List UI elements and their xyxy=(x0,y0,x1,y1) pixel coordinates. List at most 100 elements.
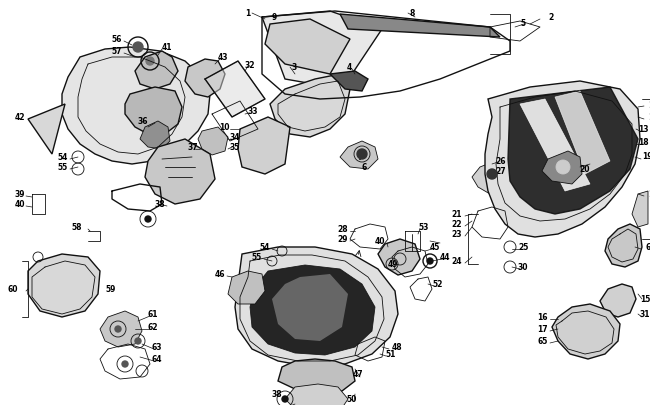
Polygon shape xyxy=(378,239,420,275)
Text: 6: 6 xyxy=(362,163,367,172)
Circle shape xyxy=(487,170,497,179)
Polygon shape xyxy=(542,151,582,185)
Text: 26: 26 xyxy=(495,157,506,166)
Text: 63: 63 xyxy=(152,343,162,352)
Polygon shape xyxy=(228,271,265,304)
Text: 57: 57 xyxy=(112,47,122,56)
Text: 16: 16 xyxy=(538,313,548,322)
Text: 64: 64 xyxy=(152,355,162,364)
Text: 13: 13 xyxy=(638,125,649,134)
Text: 2: 2 xyxy=(548,13,553,22)
Circle shape xyxy=(282,396,288,402)
Circle shape xyxy=(556,161,570,175)
Text: 7: 7 xyxy=(358,153,363,162)
Text: 20: 20 xyxy=(580,165,590,174)
Polygon shape xyxy=(140,122,170,149)
Polygon shape xyxy=(272,274,348,341)
Text: 41: 41 xyxy=(162,43,172,52)
Text: 10: 10 xyxy=(220,123,230,132)
Text: 28: 28 xyxy=(337,225,348,234)
Circle shape xyxy=(133,43,143,53)
Polygon shape xyxy=(485,82,640,237)
Text: 55: 55 xyxy=(58,163,68,172)
Text: 5: 5 xyxy=(520,19,525,28)
Polygon shape xyxy=(135,52,178,90)
Circle shape xyxy=(357,149,367,160)
Polygon shape xyxy=(600,284,636,317)
Text: 12: 12 xyxy=(648,113,650,122)
Text: 17: 17 xyxy=(538,325,548,334)
Text: 3: 3 xyxy=(292,63,297,72)
Circle shape xyxy=(115,326,121,332)
Polygon shape xyxy=(472,162,512,194)
Text: 46: 46 xyxy=(214,270,225,279)
Text: 37: 37 xyxy=(187,143,198,152)
Text: 27: 27 xyxy=(495,167,506,176)
Text: 11: 11 xyxy=(648,100,650,109)
Text: 14: 14 xyxy=(648,190,650,199)
Polygon shape xyxy=(262,12,382,90)
Polygon shape xyxy=(62,48,210,164)
Text: 35: 35 xyxy=(230,143,240,152)
Polygon shape xyxy=(552,304,620,359)
Text: 23: 23 xyxy=(452,230,462,239)
Polygon shape xyxy=(278,359,355,394)
Text: 44: 44 xyxy=(440,253,450,262)
Text: 29: 29 xyxy=(337,235,348,244)
Text: 56: 56 xyxy=(112,35,122,45)
Text: 60: 60 xyxy=(8,285,18,294)
Text: 43: 43 xyxy=(218,53,229,62)
Text: 18: 18 xyxy=(638,138,649,147)
Text: 58: 58 xyxy=(72,223,82,232)
Polygon shape xyxy=(285,384,348,405)
Text: 40: 40 xyxy=(374,237,385,246)
Polygon shape xyxy=(250,265,375,355)
Text: 59: 59 xyxy=(105,285,116,294)
Text: 33: 33 xyxy=(248,107,259,116)
Polygon shape xyxy=(235,247,398,367)
Polygon shape xyxy=(145,140,215,205)
Polygon shape xyxy=(520,100,590,192)
Polygon shape xyxy=(28,254,100,317)
Text: 49: 49 xyxy=(387,260,398,269)
Circle shape xyxy=(135,338,141,344)
Text: 65: 65 xyxy=(538,337,548,345)
Text: 52: 52 xyxy=(432,280,443,289)
Text: 36: 36 xyxy=(138,117,148,126)
Text: 34: 34 xyxy=(230,133,240,142)
Text: 62: 62 xyxy=(148,323,159,332)
Text: 38: 38 xyxy=(272,390,282,399)
Text: 15: 15 xyxy=(640,295,650,304)
Polygon shape xyxy=(238,118,290,175)
Text: 21: 21 xyxy=(452,210,462,219)
Polygon shape xyxy=(340,142,378,170)
Text: 50: 50 xyxy=(347,394,358,403)
Polygon shape xyxy=(605,224,642,267)
Text: 42: 42 xyxy=(14,113,25,122)
Text: 1: 1 xyxy=(245,9,250,17)
Text: 40: 40 xyxy=(14,200,25,209)
Polygon shape xyxy=(508,88,638,215)
Text: 31: 31 xyxy=(640,310,650,319)
Text: 61: 61 xyxy=(148,310,159,319)
Text: 30: 30 xyxy=(518,263,528,272)
Polygon shape xyxy=(632,192,648,228)
Circle shape xyxy=(122,361,128,367)
Text: 38: 38 xyxy=(155,200,165,209)
Polygon shape xyxy=(340,15,500,38)
Text: 32: 32 xyxy=(245,60,255,69)
Text: 19: 19 xyxy=(642,152,650,161)
Text: 24: 24 xyxy=(452,257,462,266)
Text: 54: 54 xyxy=(259,243,270,252)
Circle shape xyxy=(145,216,151,222)
Text: 53: 53 xyxy=(418,223,428,232)
Text: 8: 8 xyxy=(410,9,415,17)
Polygon shape xyxy=(330,72,368,92)
Polygon shape xyxy=(265,20,350,75)
Polygon shape xyxy=(198,128,228,156)
Polygon shape xyxy=(125,88,182,135)
Text: 51: 51 xyxy=(385,350,395,358)
Text: 54: 54 xyxy=(58,153,68,162)
Text: 25: 25 xyxy=(518,243,528,252)
Polygon shape xyxy=(555,92,610,175)
